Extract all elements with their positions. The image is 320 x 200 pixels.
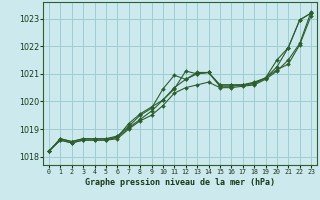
X-axis label: Graphe pression niveau de la mer (hPa): Graphe pression niveau de la mer (hPa) [85, 178, 275, 187]
